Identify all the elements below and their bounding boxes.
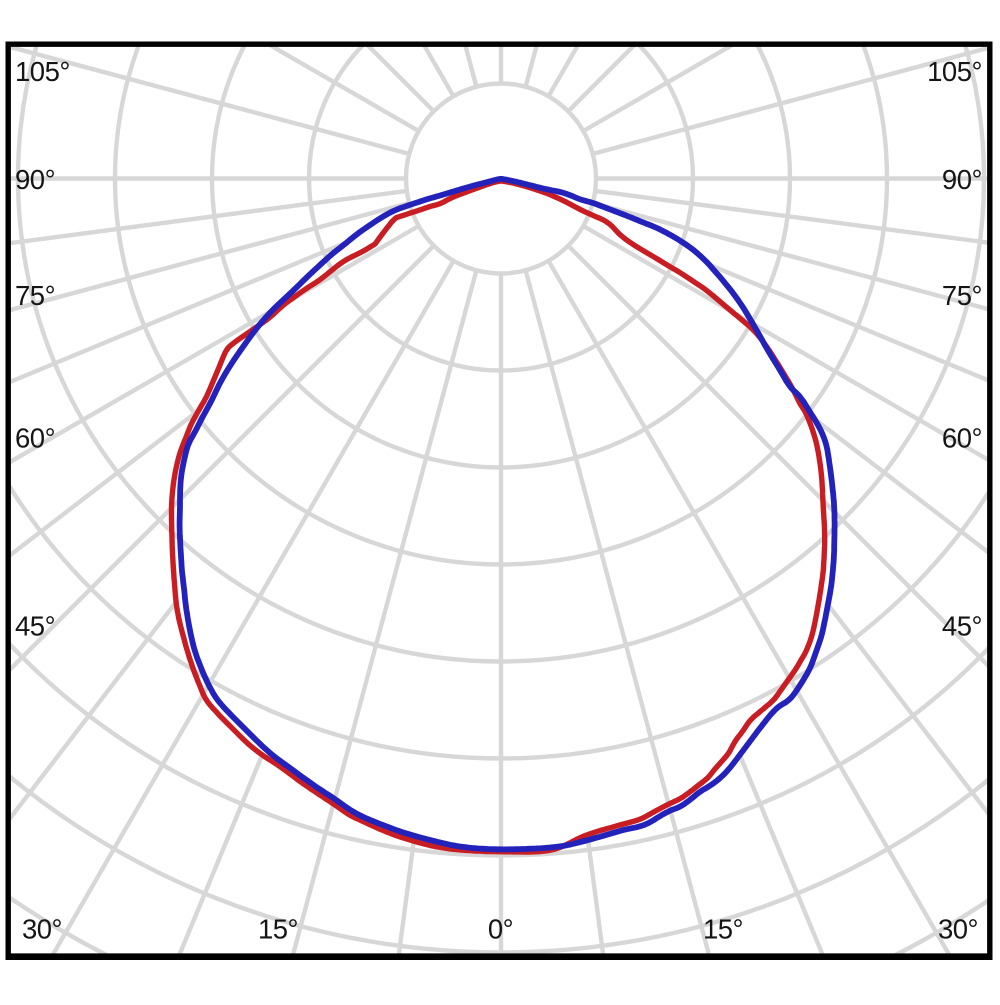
svg-text:15°: 15° — [703, 914, 743, 945]
svg-text:15°: 15° — [258, 914, 298, 945]
svg-text:0°: 0° — [488, 914, 513, 945]
svg-text:30°: 30° — [938, 914, 978, 945]
svg-text:60°: 60° — [942, 423, 982, 454]
svg-text:105°: 105° — [927, 56, 982, 87]
svg-text:75°: 75° — [15, 280, 55, 311]
svg-text:30°: 30° — [22, 914, 62, 945]
svg-text:75°: 75° — [942, 280, 982, 311]
svg-text:105°: 105° — [15, 56, 70, 87]
svg-text:45°: 45° — [942, 611, 982, 642]
svg-text:90°: 90° — [15, 164, 55, 195]
svg-text:60°: 60° — [15, 423, 55, 454]
svg-text:45°: 45° — [15, 611, 55, 642]
svg-text:90°: 90° — [942, 164, 982, 195]
